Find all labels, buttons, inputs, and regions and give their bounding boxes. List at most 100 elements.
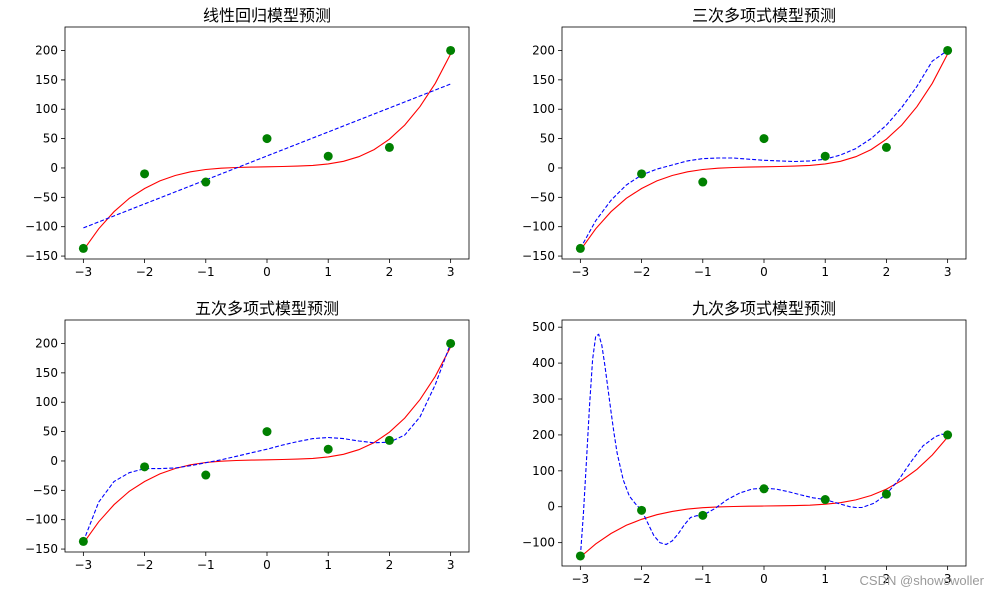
chart-title: 三次多项式模型预测	[692, 6, 836, 25]
y-tick-label: 0	[547, 500, 555, 514]
x-tick-label: −3	[572, 265, 590, 279]
data-point	[262, 427, 272, 437]
x-tick-label: 0	[263, 558, 271, 572]
data-point	[384, 142, 394, 152]
x-tick-label: −2	[136, 558, 154, 572]
x-tick-label: 2	[883, 572, 891, 586]
x-tick-label: −3	[572, 572, 590, 586]
data-point	[575, 551, 585, 561]
true-curve	[82, 346, 452, 544]
y-tick-label: 50	[540, 132, 555, 146]
fitted-curve	[82, 343, 452, 542]
x-tick-label: 0	[760, 572, 768, 586]
y-tick-label: 100	[532, 102, 555, 116]
data-point	[323, 444, 333, 454]
x-tick-label: −1	[197, 558, 215, 572]
x-tick-label: 1	[821, 572, 829, 586]
data-point	[698, 177, 708, 187]
x-tick-label: −1	[694, 265, 712, 279]
x-tick-label: 3	[447, 265, 455, 279]
chart-title: 线性回归模型预测	[203, 6, 331, 25]
data-point	[323, 151, 333, 161]
y-tick-label: 50	[43, 132, 58, 146]
data-point	[446, 338, 456, 348]
subplot-cubic: 三次多项式模型预测 −3 −2 −1 0 1 2 3 −150 −100 −50 0 50 100 150 2…	[522, 6, 967, 279]
subplot-nonic: 九次多项式模型预测 −3 −2 −1 0 1 2 3 −100 0 100 200 300 400 500	[522, 299, 967, 586]
fitted-curve	[579, 50, 948, 249]
y-tick-label: 0	[50, 161, 58, 175]
x-tick-label: −3	[75, 558, 93, 572]
y-tick-label: 100	[35, 102, 58, 116]
y-tick-label: 500	[532, 320, 555, 334]
fitted-curve	[579, 333, 948, 556]
y-tick-label: 150	[532, 73, 555, 87]
x-tick-label: −3	[75, 265, 93, 279]
axes-frame	[561, 319, 967, 567]
data-point	[78, 243, 88, 253]
y-tick-label: −150	[522, 249, 555, 263]
y-tick-label: 400	[532, 356, 555, 370]
y-tick-label: −100	[25, 220, 58, 234]
x-tick-label: 2	[386, 558, 394, 572]
x-tick-label: −2	[633, 572, 651, 586]
y-tick-label: 100	[532, 464, 555, 478]
data-point	[820, 151, 830, 161]
x-tick-label: −1	[197, 265, 215, 279]
y-tick-label: 200	[532, 428, 555, 442]
y-tick-label: 300	[532, 392, 555, 406]
subplot-linear: 线性回归模型预测 −3 −2 −1 0 1 2 3 −150 −100 −50 0 50 100 150 20…	[25, 6, 470, 279]
y-tick-label: 150	[35, 73, 58, 87]
chart-title: 九次多项式模型预测	[692, 299, 836, 318]
x-tick-label: 1	[324, 265, 332, 279]
x-tick-label: 3	[447, 558, 455, 572]
true-curve	[579, 53, 949, 251]
data-point	[820, 495, 830, 505]
data-point	[943, 430, 953, 440]
y-tick-label: 200	[532, 43, 555, 57]
data-point	[759, 134, 769, 144]
x-tick-label: 2	[386, 265, 394, 279]
data-point	[698, 510, 708, 520]
data-point	[575, 243, 585, 253]
y-tick-label: −100	[522, 536, 555, 550]
data-point	[943, 45, 953, 55]
x-tick-label: −1	[694, 572, 712, 586]
y-tick-label: 150	[35, 366, 58, 380]
y-tick-label: 0	[547, 161, 555, 175]
data-point	[140, 169, 150, 179]
true-curve	[580, 436, 949, 558]
data-point	[637, 169, 647, 179]
data-point	[446, 45, 456, 55]
y-tick-label: −50	[530, 190, 555, 204]
data-point	[881, 142, 891, 152]
data-point	[637, 505, 647, 515]
data-point	[262, 134, 272, 144]
data-point	[78, 536, 88, 546]
watermark: CSDN @showswoller	[859, 573, 984, 588]
x-tick-label: 2	[883, 265, 891, 279]
y-tick-label: 0	[50, 454, 58, 468]
data-point	[201, 470, 211, 480]
data-point	[759, 484, 769, 494]
y-tick-label: −50	[33, 483, 58, 497]
data-point	[140, 462, 150, 472]
y-tick-label: −100	[522, 220, 555, 234]
x-tick-label: −2	[136, 265, 154, 279]
data-point	[881, 489, 891, 499]
x-tick-label: 3	[944, 572, 952, 586]
y-tick-label: 200	[35, 43, 58, 57]
y-tick-label: −50	[33, 190, 58, 204]
true-curve	[82, 53, 452, 251]
x-tick-label: 1	[821, 265, 829, 279]
data-point	[384, 435, 394, 445]
x-tick-label: 0	[263, 265, 271, 279]
y-tick-label: −150	[25, 542, 58, 556]
x-tick-label: 0	[760, 265, 768, 279]
fitted-curve	[83, 83, 451, 229]
y-tick-label: 100	[35, 395, 58, 409]
x-tick-label: 1	[324, 558, 332, 572]
data-point	[201, 177, 211, 187]
y-tick-label: 200	[35, 336, 58, 350]
y-tick-label: −150	[25, 249, 58, 263]
